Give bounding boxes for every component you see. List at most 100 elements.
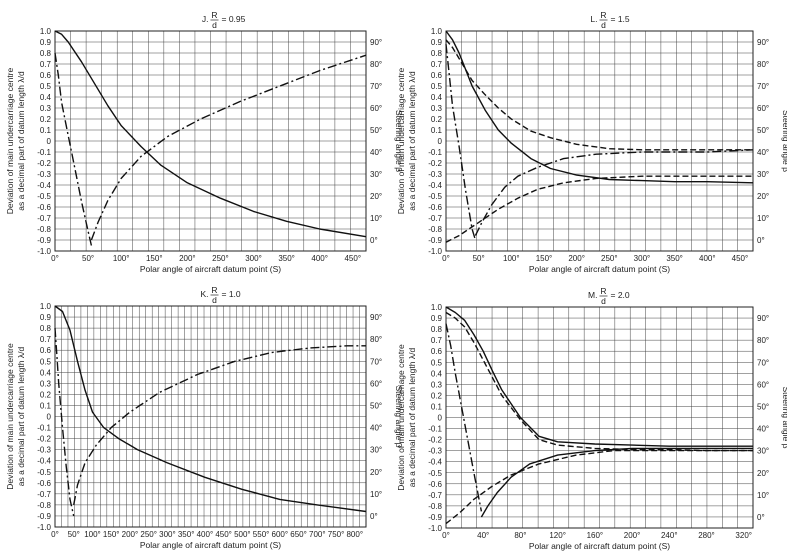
y2-tick-label: 0° [757, 236, 765, 245]
x-tick-label: 100° [113, 254, 130, 263]
y2-tick-label: 50° [370, 126, 382, 135]
chart-panel-1: 1.0 0.9 0.8 0.7 0.6 0.5 0.4 0.3 0.2 0.1 0 -0.1 -0.2 -… [396, 10, 787, 274]
chart-title-value: = 0.95 [222, 14, 246, 24]
x-tick-label: 240° [661, 531, 678, 540]
y-tick-label: 1.0 [40, 27, 52, 36]
y-tick-label: -0.1 [428, 148, 442, 157]
y-tick-label: 0.6 [431, 347, 443, 356]
x-tick-label: 800° [346, 530, 363, 539]
y-tick-label: 0.8 [40, 324, 52, 333]
y-tick-label: -0.3 [37, 446, 51, 455]
y-axis-label-line1: Deviation of main undercarriage centre [5, 343, 15, 490]
y-tick-label: -0.6 [37, 479, 51, 488]
grid [445, 30, 754, 252]
x-tick-label: 400° [699, 254, 716, 263]
y-tick-label: 0.7 [431, 336, 443, 345]
y-tick-label: 0.8 [431, 325, 443, 334]
y-tick-label: 0.2 [40, 115, 52, 124]
y-tick-label: -0.5 [428, 469, 442, 478]
x-tick-label: 0° [442, 254, 450, 263]
y-axis-label-line1: Deviation of main undercarriage centre [396, 344, 406, 491]
series-line-solid [445, 30, 754, 184]
y2-tick-label: 0° [370, 512, 378, 521]
y2-tick-label: 70° [370, 357, 382, 366]
x-tick-label: 450° [344, 254, 361, 263]
y-tick-label: -0.1 [37, 424, 51, 433]
series-line-dash [445, 39, 753, 151]
y-tick-label: 0.4 [431, 369, 443, 378]
y2-tick-label: 70° [757, 82, 769, 91]
y-axis-label-line2: as a decimal part of datum length λ/d [407, 348, 417, 488]
y-tick-label: -0.4 [37, 457, 51, 466]
y-axis-label-line1: Deviation of main undercarriage centre [5, 67, 15, 214]
x-tick-label: 320° [735, 531, 752, 540]
y-tick-label: 0.3 [40, 104, 52, 113]
y-tick-label: 0 [438, 137, 443, 146]
x-tick-label: 280° [698, 531, 715, 540]
y2-tick-label: 0° [370, 236, 378, 245]
series-line-dash [445, 449, 753, 525]
x-tick-label: 50° [68, 530, 80, 539]
series-line-dash-dot [73, 345, 366, 506]
x-axis-label: Polar angle of aircraft datum point (S) [140, 540, 281, 550]
y-tick-label: -1.0 [37, 523, 51, 532]
x-tick-label: 250° [601, 254, 618, 263]
y-tick-label: -0.9 [37, 236, 51, 245]
chart-title-value: = 1.5 [611, 14, 630, 24]
x-tick-label: 0° [51, 254, 59, 263]
grid [54, 305, 367, 528]
y-tick-label: 0.2 [431, 391, 443, 400]
x-tick-label: 200° [179, 254, 196, 263]
y-tick-label: -0.5 [428, 192, 442, 201]
y2-axis-label: Steering angle β [781, 386, 787, 448]
x-tick-label: 40° [477, 531, 489, 540]
y-tick-label: 1.0 [40, 302, 52, 311]
y2-tick-label: 20° [370, 468, 382, 477]
x-tick-label: 300° [245, 254, 262, 263]
y2-tick-label: 40° [370, 424, 382, 433]
y-tick-label: -0.7 [428, 491, 442, 500]
y2-tick-label: 90° [370, 38, 382, 47]
y-tick-label: 0.5 [431, 358, 443, 367]
y2-tick-label: 60° [370, 104, 382, 113]
y-tick-label: -0.8 [37, 501, 51, 510]
y-tick-label: -0.3 [428, 170, 442, 179]
y-tick-label: -0.3 [37, 170, 51, 179]
y-tick-label: 0.9 [431, 314, 443, 323]
y2-axis-label: Steering angle β [781, 110, 787, 172]
chart-title-prefix: J. [202, 14, 209, 24]
y2-tick-label: 30° [370, 446, 382, 455]
y-tick-label: -0.4 [428, 181, 442, 190]
grid [445, 306, 754, 529]
y-tick-label: 0.7 [40, 60, 52, 69]
x-tick-label: 160° [587, 531, 604, 540]
y2-tick-label: 90° [757, 38, 769, 47]
y2-axis-label: Steering angle β [394, 385, 404, 447]
chart-panel-2: 1.0 0.9 0.8 0.7 0.6 0.5 0.4 0.3 0.2 0.1 0 -0.1 -0.2 -… [5, 285, 404, 550]
y-tick-label: 0.5 [40, 357, 52, 366]
x-tick-label: 50° [82, 254, 94, 263]
chart-title-value: = 2.0 [611, 290, 630, 300]
x-tick-label: 350° [666, 254, 683, 263]
y-tick-label: -0.2 [428, 436, 442, 445]
chart-title-denominator: d [212, 295, 217, 305]
x-tick-label: 150° [146, 254, 163, 263]
y-tick-label: -0.2 [428, 159, 442, 168]
y-tick-label: -0.1 [37, 148, 51, 157]
x-tick-label: 550° [253, 530, 270, 539]
y2-tick-label: 20° [757, 469, 769, 478]
y-tick-label: 0.9 [431, 38, 443, 47]
y-tick-label: 0.6 [40, 346, 52, 355]
y-axis-label-line2: as a decimal part of datum length λ/d [16, 347, 26, 487]
chart-title-numerator: R [211, 10, 217, 20]
y-tick-label: -0.6 [37, 203, 51, 212]
y2-tick-label: 40° [757, 425, 769, 434]
y-axis-label-line1: Deviation of main undercarriage centre [396, 67, 406, 214]
y2-tick-label: 20° [757, 192, 769, 201]
plot-frame [54, 30, 367, 252]
x-tick-label: 650° [290, 530, 307, 539]
y-tick-label: -0.9 [428, 513, 442, 522]
chart-panel-3: 1.0 0.9 0.8 0.7 0.6 0.5 0.4 0.3 0.2 0.1 0 -0.1 -0.2 -… [396, 286, 787, 551]
chart-title-prefix: M. [588, 290, 597, 300]
